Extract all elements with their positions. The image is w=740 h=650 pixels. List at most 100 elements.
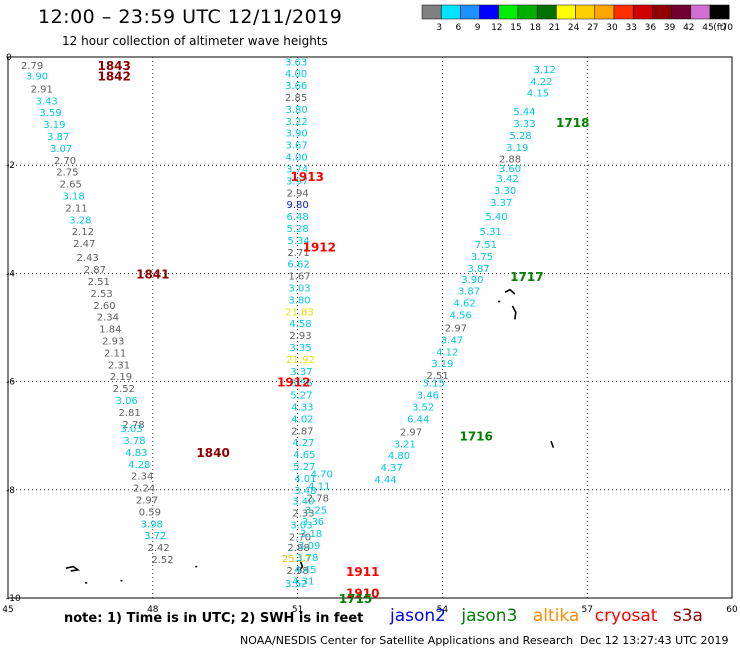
map-subtitle: 12 hour collection of altimeter wave hei… (62, 34, 328, 48)
wave-height-value: 2.52 (151, 555, 173, 566)
wave-height-value: 4.12 (436, 347, 458, 358)
colorbar-label: 30 (606, 23, 618, 33)
wave-height-value: 3.22 (286, 117, 308, 128)
colorbar-swatch (613, 4, 634, 20)
wave-height-value: 4.00 (286, 153, 308, 164)
colorbar-swatch (440, 4, 461, 20)
wave-height-value: 3.15 (423, 379, 445, 390)
map-grid (8, 57, 732, 598)
wave-height-value: 2.85 (285, 93, 307, 104)
wave-height-value: 2.70 (54, 156, 76, 167)
colorbar-label: 27 (587, 23, 598, 33)
wave-height-value: 4.70 (311, 470, 333, 481)
colorbar-label: 21 (549, 23, 560, 33)
wave-height-value: 4.02 (291, 414, 313, 425)
wave-height-value: 3.87 (467, 264, 489, 275)
wave-height-value: 4.33 (291, 402, 313, 413)
wave-height-value: 5.34 (287, 236, 309, 247)
island-outline (299, 559, 304, 571)
wave-height-value: 2.19 (110, 372, 132, 383)
wave-height-value: 2.91 (31, 84, 53, 95)
wave-height-value: 1.84 (99, 325, 121, 336)
wave-height-value: 3.03 (288, 283, 310, 294)
wave-height-value: 4.45 (294, 565, 316, 576)
wave-height-value: 2.87 (84, 265, 106, 276)
pass-label: 1841 (136, 267, 169, 281)
wave-height-value: 5.44 (513, 107, 535, 118)
wave-height-value: 3.60 (499, 164, 521, 175)
colorbar-legend: 3 6 9 12 15 18 21 24 27 30 33 36 39 42 45 70(ft) (421, 4, 733, 33)
colorbar-swatch (460, 4, 480, 20)
wave-height-value: 5.28 (286, 224, 308, 235)
wave-height-value: 2.75 (56, 168, 78, 179)
mission-jason2: jason2 (390, 606, 446, 626)
wave-height-value: 2.70 (289, 532, 311, 543)
wave-height-value: 5.31 (480, 227, 502, 238)
colorbar-swatch (479, 4, 500, 20)
wave-height-value: 25.17 (282, 554, 311, 565)
wave-height-value: 4.01 (294, 474, 316, 485)
wave-height-value: 2.88 (499, 155, 521, 166)
pass-label: 1912 (303, 240, 336, 254)
wave-height-value: 2.11 (65, 203, 87, 214)
island-outline (550, 440, 555, 448)
island-outline (65, 565, 81, 572)
wave-height-value: 4.27 (292, 438, 314, 449)
colorbar-label: 6 (456, 23, 462, 33)
wave-height-value: 3.37 (290, 367, 312, 378)
wave-height-value: 4.28 (128, 460, 150, 471)
pass-label: 1840 (196, 446, 229, 460)
wave-height-value: 9.80 (286, 200, 308, 211)
wave-height-value: 3.36 (302, 517, 324, 528)
wave-height-value: 5.27 (293, 462, 315, 473)
wave-height-value: 5.28 (509, 131, 531, 142)
colorbar-label: 42 (683, 23, 694, 33)
island-outline (511, 305, 517, 320)
wave-height-value: 2.47 (73, 239, 95, 250)
wave-height-value: 1.67 (288, 272, 310, 283)
lon-tick-label: 57 (581, 605, 592, 615)
pass-label: 1843 (97, 59, 130, 73)
wave-height-value: 21.92 (286, 355, 315, 366)
wave-height-value: 3.87 (47, 132, 69, 143)
colorbar-swatch (594, 4, 615, 20)
wave-height-value: 21.83 (285, 307, 314, 318)
wave-height-value: 2.97 (136, 496, 158, 507)
wave-height-value: 3.80 (288, 295, 310, 306)
mission-legend: jason2 jason3 altika cryosat s3a (390, 606, 713, 626)
wave-height-value: 2.34 (131, 472, 153, 483)
wave-height-value: 3.18 (63, 191, 85, 202)
wave-height-value: 4.56 (450, 311, 472, 322)
wave-height-value: 2.94 (286, 188, 308, 199)
colorbar-label: 3 (436, 23, 442, 33)
footer-note: note: 1) Time is in UTC; 2) SWH is in fe… (64, 611, 364, 626)
pass-label: 1718 (556, 116, 589, 130)
wave-height-value: 3.78 (123, 436, 145, 447)
colorbar-label: 45 (702, 23, 713, 33)
wave-height-value: 2.51 (426, 371, 448, 382)
lat-tick-label: -4 (6, 269, 15, 279)
wave-height-value: 2.33 (292, 509, 314, 520)
wave-height-value: 4.58 (289, 319, 311, 330)
colorbar-swatch (671, 4, 692, 20)
colorbar-label: 33 (625, 23, 636, 33)
wave-height-value: 4.44 (374, 475, 396, 486)
lat-tick-label: -10 (6, 594, 21, 604)
wave-height-value: 3.66 (285, 81, 307, 92)
wave-height-value: 2.97 (400, 427, 422, 438)
wave-height-value: 2.71 (287, 248, 309, 259)
wave-height-value: 3.19 (506, 143, 528, 154)
colorbar-swatch (536, 4, 557, 20)
wave-height-value: 3.06 (116, 396, 138, 407)
map-frame (7, 56, 733, 599)
wave-height-value: 2.51 (88, 277, 110, 288)
wave-height-value: 3.78 (296, 553, 318, 564)
wave-height-value: 2.93 (289, 331, 311, 342)
wave-height-value: 2.24 (133, 484, 155, 495)
wave-height-value: 2.81 (118, 408, 140, 419)
wave-height-value: 3.46 (417, 391, 439, 402)
wave-height-value: 4.37 (381, 463, 403, 474)
wave-height-value: 5.40 (485, 212, 507, 223)
pass-label: 1716 (459, 430, 492, 444)
